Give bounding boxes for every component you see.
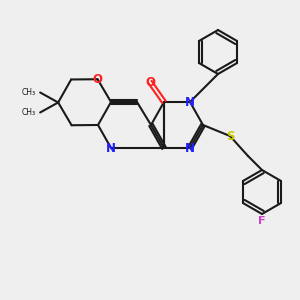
Text: CH₃: CH₃: [22, 88, 36, 97]
Text: O: O: [93, 73, 103, 86]
Text: N: N: [185, 95, 195, 109]
Text: CH₃: CH₃: [22, 108, 36, 117]
Text: N: N: [106, 142, 116, 154]
Text: F: F: [258, 216, 266, 226]
Text: S: S: [226, 130, 234, 142]
Text: N: N: [185, 142, 195, 154]
Text: O: O: [145, 76, 155, 88]
